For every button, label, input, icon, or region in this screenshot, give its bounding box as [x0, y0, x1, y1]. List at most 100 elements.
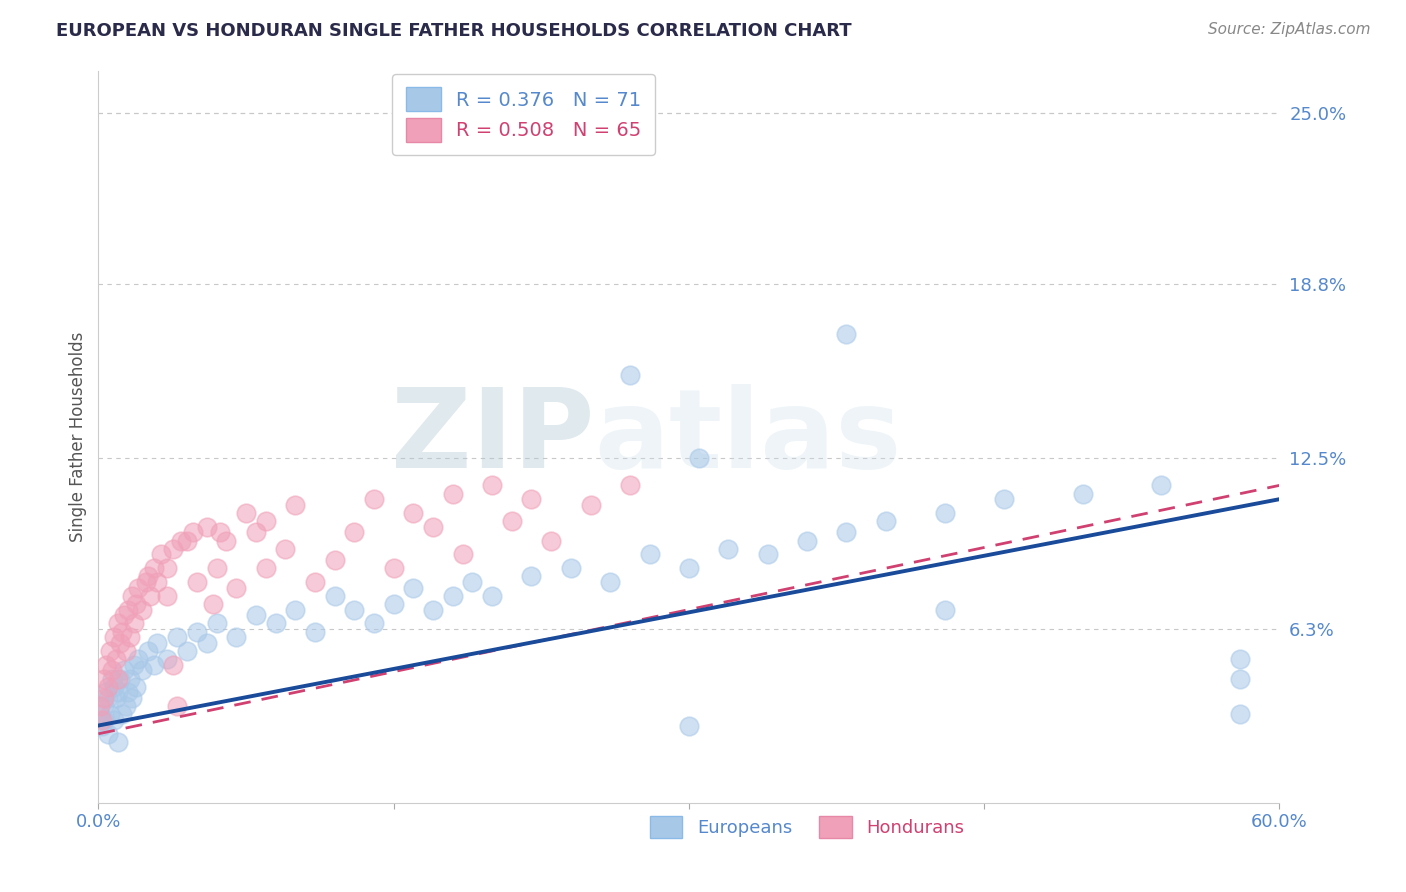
Point — [201, 597, 224, 611]
Point — [98, 644, 121, 658]
Point — [112, 608, 135, 623]
Point — [97, 690, 120, 705]
Point — [89, 699, 111, 714]
Point — [118, 630, 141, 644]
Point — [195, 520, 218, 534]
Point — [599, 574, 621, 589]
Point — [993, 492, 1015, 507]
Point — [875, 514, 897, 528]
Point — [717, 541, 740, 556]
Point — [125, 597, 148, 611]
Point — [138, 589, 160, 603]
Point — [215, 533, 238, 548]
Point — [186, 574, 208, 589]
Point — [122, 657, 145, 672]
Point — [91, 713, 114, 727]
Point — [125, 680, 148, 694]
Point — [1229, 652, 1251, 666]
Point — [97, 727, 120, 741]
Point — [678, 718, 700, 732]
Point — [156, 652, 179, 666]
Point — [107, 672, 129, 686]
Point — [127, 581, 149, 595]
Point — [382, 597, 405, 611]
Point — [284, 498, 307, 512]
Point — [105, 652, 128, 666]
Point — [127, 652, 149, 666]
Point — [254, 514, 277, 528]
Point — [107, 616, 129, 631]
Point — [1150, 478, 1173, 492]
Point — [1071, 486, 1094, 500]
Point — [934, 602, 956, 616]
Point — [205, 561, 228, 575]
Point — [136, 644, 159, 658]
Point — [103, 680, 125, 694]
Point — [209, 525, 232, 540]
Point — [264, 616, 287, 631]
Point — [121, 589, 143, 603]
Point — [122, 616, 145, 631]
Point — [176, 533, 198, 548]
Point — [121, 690, 143, 705]
Point — [96, 657, 118, 672]
Point — [103, 630, 125, 644]
Point — [101, 663, 124, 677]
Point — [89, 707, 111, 722]
Point — [796, 533, 818, 548]
Point — [93, 713, 115, 727]
Point — [284, 602, 307, 616]
Point — [245, 608, 267, 623]
Text: EUROPEAN VS HONDURAN SINGLE FATHER HOUSEHOLDS CORRELATION CHART: EUROPEAN VS HONDURAN SINGLE FATHER HOUSE… — [56, 22, 852, 40]
Point — [579, 498, 602, 512]
Point — [402, 506, 425, 520]
Point — [108, 636, 131, 650]
Point — [162, 541, 184, 556]
Text: Source: ZipAtlas.com: Source: ZipAtlas.com — [1208, 22, 1371, 37]
Point — [254, 561, 277, 575]
Point — [115, 644, 138, 658]
Point — [481, 589, 503, 603]
Point — [343, 602, 366, 616]
Point — [304, 574, 326, 589]
Point — [304, 624, 326, 639]
Point — [107, 685, 129, 699]
Point — [1229, 707, 1251, 722]
Point — [461, 574, 484, 589]
Point — [1229, 672, 1251, 686]
Point — [382, 561, 405, 575]
Point — [117, 602, 139, 616]
Point — [117, 685, 139, 699]
Point — [195, 636, 218, 650]
Point — [245, 525, 267, 540]
Point — [146, 574, 169, 589]
Point — [441, 486, 464, 500]
Point — [835, 326, 858, 341]
Point — [150, 548, 173, 562]
Point — [112, 663, 135, 677]
Point — [135, 574, 157, 589]
Point — [402, 581, 425, 595]
Point — [560, 561, 582, 575]
Point — [101, 672, 124, 686]
Point — [619, 368, 641, 382]
Point — [441, 589, 464, 603]
Point — [108, 672, 131, 686]
Point — [93, 699, 115, 714]
Point — [520, 569, 543, 583]
Point — [170, 533, 193, 548]
Point — [205, 616, 228, 631]
Point — [274, 541, 297, 556]
Y-axis label: Single Father Households: Single Father Households — [69, 332, 87, 542]
Point — [93, 672, 115, 686]
Point — [96, 685, 118, 699]
Point — [835, 525, 858, 540]
Point — [186, 624, 208, 639]
Point — [156, 561, 179, 575]
Point — [103, 713, 125, 727]
Point — [131, 663, 153, 677]
Text: ZIP: ZIP — [391, 384, 595, 491]
Point — [422, 520, 444, 534]
Point — [520, 492, 543, 507]
Point — [235, 506, 257, 520]
